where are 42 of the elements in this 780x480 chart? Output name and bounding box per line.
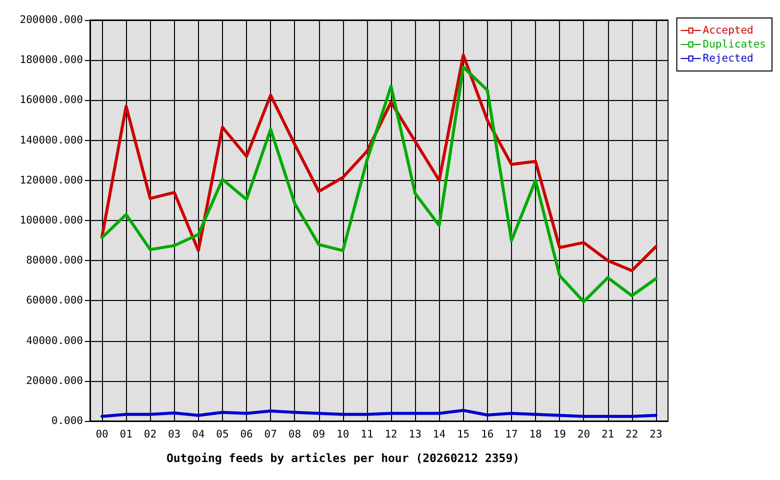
x-tick-label: 22 xyxy=(626,428,638,440)
y-tick-label: 100000.000 xyxy=(20,214,83,226)
x-tick-label: 12 xyxy=(384,428,398,440)
x-tick-label: 13 xyxy=(408,428,422,440)
x-tick-label: 16 xyxy=(481,428,494,440)
x-tick-label: 07 xyxy=(264,428,277,440)
x-axis-title: Outgoing feeds by articles per hour (20260212 2359) xyxy=(166,451,520,465)
x-tick-label: 10 xyxy=(336,428,350,440)
x-tick-label: 15 xyxy=(456,428,470,440)
line-series xyxy=(100,66,658,304)
x-tick-label: 11 xyxy=(360,428,374,440)
x-tick-label: 18 xyxy=(529,428,542,440)
y-tick-label: 20000.000 xyxy=(26,374,83,387)
line-series xyxy=(100,408,658,418)
x-tick-label: 02 xyxy=(144,428,157,440)
x-tick-label: 05 xyxy=(216,428,229,440)
x-tick-label: 01 xyxy=(120,428,132,440)
y-tick-label: 140000.000 xyxy=(20,134,83,146)
y-tick-label: 120000.000 xyxy=(20,174,83,186)
x-tick-label: 17 xyxy=(505,428,518,440)
x-tick-label: 14 xyxy=(432,428,446,440)
y-tick-label: 200000.000 xyxy=(20,14,83,26)
y-tick-label: 80000.000 xyxy=(26,254,83,267)
x-tick-label: 20 xyxy=(577,428,590,440)
y-tick-label: 0.000 xyxy=(51,415,83,427)
x-tick-label: 08 xyxy=(288,428,302,440)
y-tick-label: 160000.000 xyxy=(20,94,83,106)
x-tick-label: 04 xyxy=(192,428,205,440)
y-tick-label: 60000.000 xyxy=(26,294,83,307)
legend-label: Duplicates xyxy=(702,38,766,50)
x-tick-label: 06 xyxy=(240,428,253,440)
legend-label: Rejected xyxy=(702,52,754,64)
y-tick-label: 180000.000 xyxy=(20,54,83,66)
legend-label: Accepted xyxy=(702,24,754,36)
x-tick-label: 09 xyxy=(312,428,326,440)
x-tick-label: 23 xyxy=(650,428,662,440)
x-tick-label: 19 xyxy=(553,428,566,440)
line-series xyxy=(100,54,658,272)
y-tick-label: 40000.000 xyxy=(26,334,83,347)
x-tick-label: 21 xyxy=(601,428,614,440)
x-tick-label: 00 xyxy=(96,428,108,440)
x-tick-label: 03 xyxy=(168,428,181,440)
